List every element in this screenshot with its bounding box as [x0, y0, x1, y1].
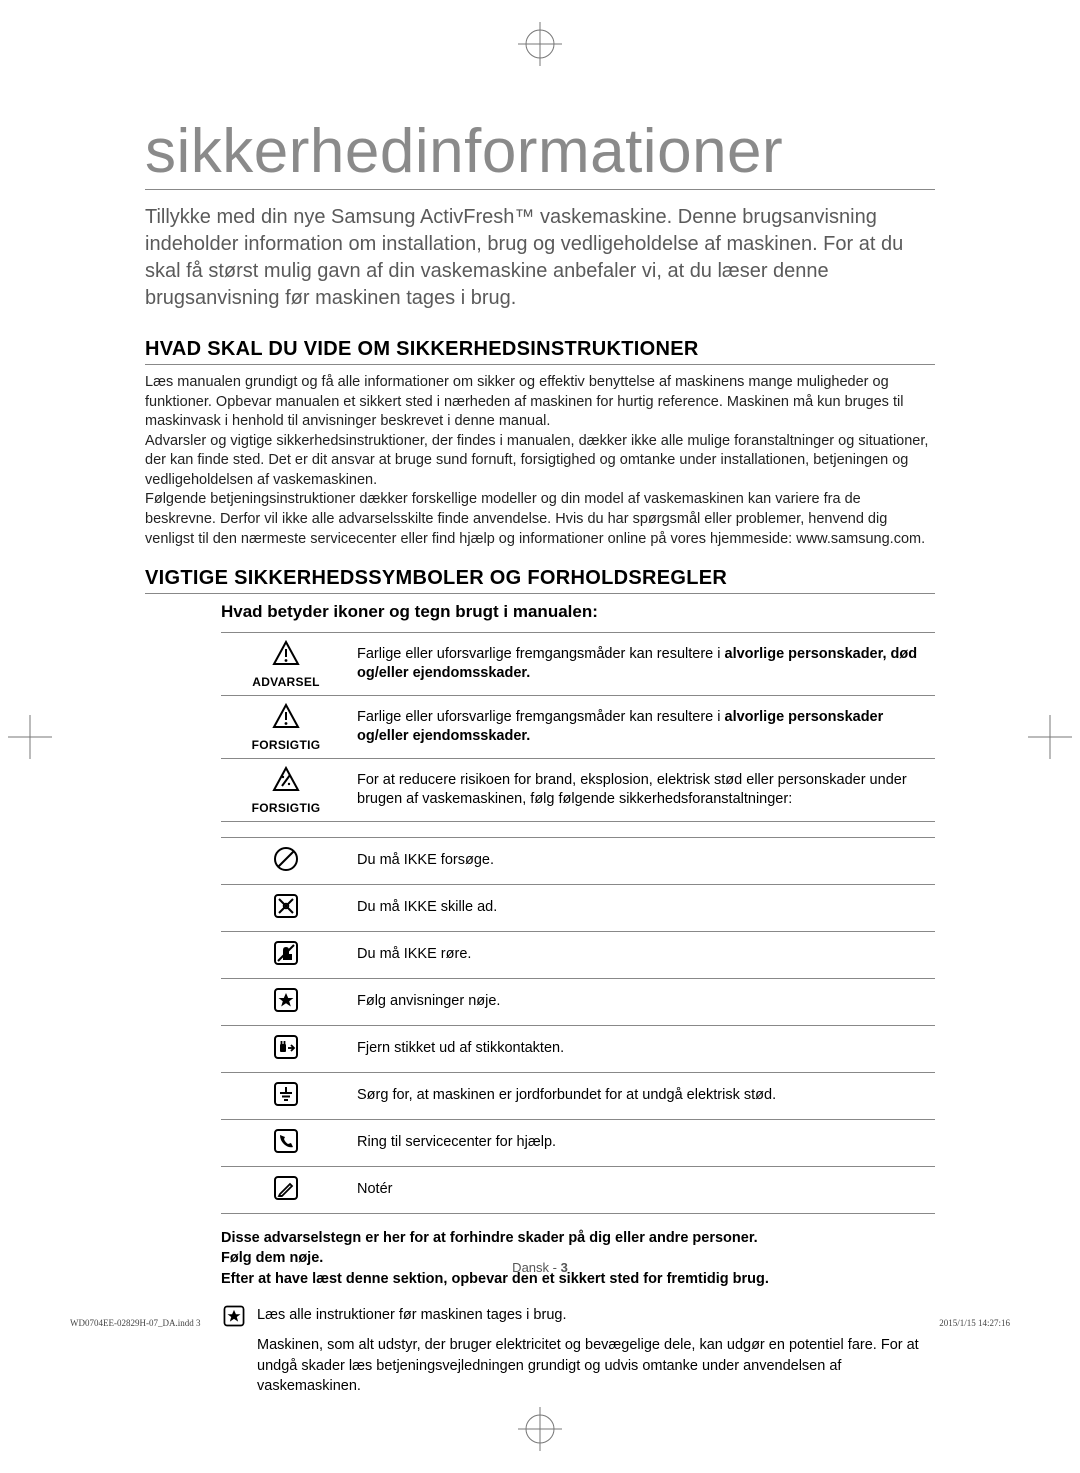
no-disassemble-icon [271, 891, 301, 921]
symbol-row: Du må IKKE røre. [221, 932, 935, 979]
warning-triangle-icon [271, 702, 301, 732]
section2-subhead: Hvad betyder ikoner og tegn brugt i manu… [221, 602, 935, 622]
symbol-description: Følg anvisninger nøje. [351, 979, 935, 1026]
footer-timestamp: 2015/1/15 14:27:16 [939, 1318, 1010, 1328]
warning-triangle-icon [271, 639, 301, 669]
symbol-row: Notér [221, 1167, 935, 1214]
phone-icon [271, 1126, 301, 1156]
note-icon [271, 1173, 301, 1203]
no-circle-icon [271, 844, 301, 874]
caution-triangle-icon [271, 765, 301, 795]
symbol-description: Notér [351, 1167, 935, 1214]
symbol-description: Fjern stikket ud af stikkontakten. [351, 1026, 935, 1073]
symbol-table: ADVARSEL Farlige eller uforsvarlige frem… [221, 632, 935, 1214]
inline-note: Læs alle instruktioner før maskinen tage… [221, 1303, 935, 1396]
symbol-description: Sørg for, at maskinen er jordforbundet f… [351, 1073, 935, 1120]
star-box-icon [221, 1303, 247, 1329]
crop-mark-bottom [518, 1407, 562, 1451]
after-table-text: Disse advarselstegn er her for at forhin… [221, 1228, 935, 1289]
symbol-description: Du må IKKE røre. [351, 932, 935, 979]
symbol-row: FORSIGTIG For at reducere risikoen for b… [221, 759, 935, 822]
symbol-description: Farlige eller uforsvarlige fremgangsmåde… [351, 696, 935, 759]
symbol-label: ADVARSEL [225, 675, 347, 689]
symbol-description: Du må IKKE forsøge. [351, 838, 935, 885]
crop-mark-top [518, 22, 562, 66]
symbol-row: Følg anvisninger nøje. [221, 979, 935, 1026]
symbol-row: Fjern stikket ud af stikkontakten. [221, 1026, 935, 1073]
section1-body: Læs manualen grundigt og få alle informa… [145, 373, 935, 549]
symbol-description: Du må IKKE skille ad. [351, 885, 935, 932]
symbol-row: FORSIGTIG Farlige eller uforsvarlige fre… [221, 696, 935, 759]
symbol-row: ADVARSEL Farlige eller uforsvarlige frem… [221, 633, 935, 696]
page-title: sikkerhedinformationer [145, 116, 935, 190]
symbol-description: For at reducere risikoen for brand, eksp… [351, 759, 935, 822]
symbol-description: Farlige eller uforsvarlige fremgangsmåde… [351, 633, 935, 696]
section1-heading: HVAD SKAL DU VIDE OM SIKKERHEDSINSTRUKTI… [145, 338, 935, 365]
symbol-row: Du må IKKE skille ad. [221, 885, 935, 932]
symbol-row: Ring til servicecenter for hjælp. [221, 1120, 935, 1167]
symbol-row: Sørg for, at maskinen er jordforbundet f… [221, 1073, 935, 1120]
intro-paragraph: Tillykke med din nye Samsung ActivFresh™… [145, 204, 935, 312]
symbol-label: FORSIGTIG [225, 738, 347, 752]
symbol-label: FORSIGTIG [225, 801, 347, 815]
symbol-row: Du må IKKE forsøge. [221, 838, 935, 885]
note-line1: Læs alle instruktioner før maskinen tage… [257, 1305, 935, 1325]
no-touch-icon [271, 938, 301, 968]
note-line2: Maskinen, som alt udstyr, der bruger ele… [257, 1335, 935, 1396]
footer-filename: WD0704EE-02829H-07_DA.indd 3 [70, 1318, 200, 1328]
unplug-icon [271, 1032, 301, 1062]
star-box-icon [271, 985, 301, 1015]
ground-icon [271, 1079, 301, 1109]
page-number: Dansk - 3 [512, 1260, 568, 1275]
section2-heading: VIGTIGE SIKKERHEDSSYMBOLER OG FORHOLDSRE… [145, 567, 935, 594]
symbol-description: Ring til servicecenter for hjælp. [351, 1120, 935, 1167]
crop-mark-right [1028, 715, 1072, 759]
crop-mark-left [8, 715, 52, 759]
